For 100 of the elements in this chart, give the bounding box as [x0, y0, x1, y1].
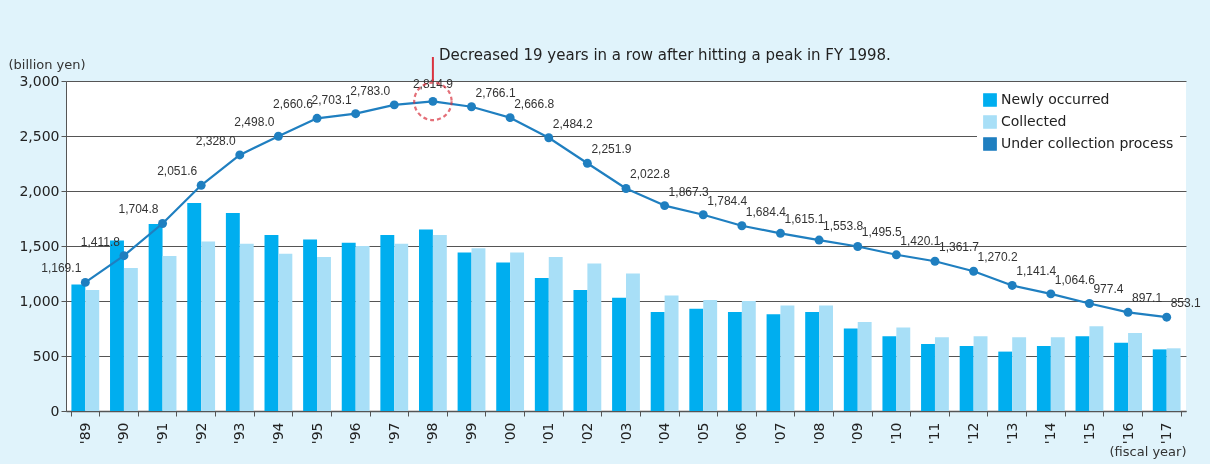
bar [896, 327, 911, 411]
point [196, 180, 206, 190]
bar [496, 262, 511, 411]
bar [664, 295, 679, 411]
point [660, 201, 670, 211]
bar [1075, 336, 1090, 411]
data-label: 1,420.1 [900, 233, 941, 248]
point [389, 100, 399, 110]
bar [471, 248, 486, 411]
data-label: 1,684.4 [745, 204, 787, 219]
data-label: 1,270.2 [977, 250, 1018, 265]
x-tick-label: '14 [1042, 422, 1059, 445]
bar [626, 273, 640, 411]
y-axis-title: (billion yen) [8, 56, 86, 72]
point [582, 158, 592, 168]
bar [1166, 348, 1181, 411]
data-label: 1,553.8 [823, 219, 864, 234]
bar [1012, 337, 1027, 411]
point [1123, 307, 1133, 317]
x-tick-label: '91 [154, 422, 171, 445]
point [1084, 299, 1094, 308]
bar [317, 257, 331, 411]
point [891, 250, 901, 260]
legend-label: Under collection process [1001, 135, 1174, 151]
bar [548, 257, 563, 411]
bar [973, 336, 988, 411]
point [698, 210, 708, 220]
x-tick-label: '17 [1158, 422, 1175, 445]
x-tick-label: '96 [347, 422, 364, 445]
point [737, 221, 747, 231]
bar [278, 253, 293, 411]
data-label: 2,022.8 [630, 167, 671, 182]
data-label: 853.1 [1170, 296, 1202, 311]
x-tick-label: '02 [578, 422, 595, 445]
point [1162, 312, 1172, 322]
bar [1089, 326, 1104, 411]
bar [741, 301, 756, 411]
legend-label: Newly occurred [1001, 91, 1110, 107]
bar [355, 246, 370, 411]
bar [201, 241, 216, 411]
bar [264, 235, 279, 411]
x-tick-label: '11 [926, 422, 943, 445]
y-tick-label: 1,000 [19, 292, 60, 309]
x-tick-label: '01 [540, 422, 557, 445]
data-label: 1,411.8 [80, 234, 121, 249]
bar [534, 277, 549, 411]
point [158, 219, 168, 228]
point [814, 235, 824, 245]
data-label: 1,704.8 [118, 202, 159, 217]
data-label: 2,783.0 [350, 83, 391, 98]
point [273, 131, 283, 141]
bar [1036, 346, 1051, 411]
bar [148, 224, 163, 411]
point [930, 256, 940, 266]
bar [380, 235, 395, 411]
bar [689, 308, 704, 411]
data-label: 1,141.4 [1016, 264, 1057, 279]
y-tick-label: 500 [32, 347, 60, 364]
point [776, 228, 785, 238]
x-tick-label: '12 [965, 422, 982, 445]
y-tick-label: 3,000 [19, 72, 60, 89]
y-tick-label: 1,500 [19, 237, 60, 254]
bar [1128, 332, 1142, 411]
point [80, 277, 90, 287]
bar [239, 243, 254, 411]
bar [394, 243, 409, 411]
point [1007, 280, 1017, 290]
x-tick-label: '13 [1003, 422, 1020, 445]
bar [819, 305, 834, 411]
y-tick-label: 2,000 [19, 182, 60, 199]
x-tick-label: '00 [501, 422, 518, 445]
y-tick-label: 0 [50, 402, 60, 419]
bar [418, 229, 433, 411]
point [235, 150, 245, 160]
point [544, 133, 554, 143]
x-axis-title: (fiscal year) [1109, 444, 1187, 460]
point [621, 184, 631, 193]
bar [998, 351, 1013, 411]
point [312, 113, 322, 123]
y-tick-label: 2,500 [19, 127, 60, 144]
point [1046, 289, 1056, 299]
x-tick-label: '16 [1119, 422, 1136, 445]
bar [1152, 349, 1167, 411]
bar [457, 252, 472, 411]
x-tick-label: '93 [231, 422, 248, 445]
data-label: 2,703.1 [311, 92, 352, 107]
bar [341, 242, 356, 411]
bar [843, 328, 858, 411]
point [467, 102, 476, 112]
bar [573, 290, 588, 411]
data-label: 2,666.8 [514, 96, 555, 111]
bar [612, 297, 626, 411]
bar [703, 299, 718, 411]
data-label: 977.4 [1093, 282, 1124, 297]
bar [85, 290, 100, 411]
point [969, 266, 979, 276]
data-label: 2,498.0 [234, 115, 275, 130]
x-tick-label: '04 [656, 422, 673, 445]
x-tick-label: '07 [771, 422, 788, 445]
bar [162, 255, 177, 411]
